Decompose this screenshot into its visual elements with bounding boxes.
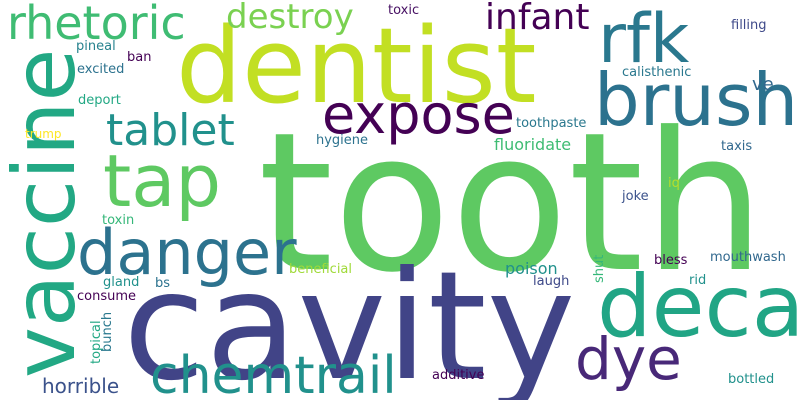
word: ban [127,50,152,65]
word: rid [689,273,707,288]
word: bs [155,276,171,291]
word: expose [322,83,515,146]
word: shut [592,254,607,283]
word: vaccine [0,48,95,378]
word: fluoridate [494,135,572,154]
word: excited [77,62,125,77]
word: toxin [102,213,135,228]
word: tooth [258,92,766,315]
word: mouthwash [710,250,786,265]
word: poison [505,259,558,278]
word: chemtrail [150,346,397,400]
word: dentist [176,5,537,127]
word: beneficial [289,262,353,277]
word: joke [622,189,649,204]
word: horrible [42,374,120,398]
word: destroy [226,0,354,37]
word: decay [597,257,800,357]
word: gland [103,275,140,290]
word: additive [432,368,485,383]
word: danger [77,216,297,289]
word: trump [25,127,62,141]
word: taxis [721,139,753,154]
word: tablet [106,105,235,156]
word: brush [594,58,799,142]
word: bless [654,253,688,268]
word: hygiene [316,133,369,148]
word: ve [752,74,774,95]
word: filling [731,18,767,33]
word: toxic [388,3,420,18]
word: toothpaste [516,116,587,131]
word: rhetoric [7,0,186,50]
word: laugh [533,274,570,289]
word: tap [103,139,222,223]
word: bottled [728,372,775,387]
word: pineal [76,39,116,54]
word: iq [668,176,680,191]
word: rfk [598,0,690,79]
word: cavity [123,240,576,400]
word: calisthenic [622,65,692,80]
word: consume [77,289,137,304]
word: deport [78,93,121,108]
word: bunch [100,311,115,352]
word: dye [575,325,682,393]
word: infant [485,0,590,38]
